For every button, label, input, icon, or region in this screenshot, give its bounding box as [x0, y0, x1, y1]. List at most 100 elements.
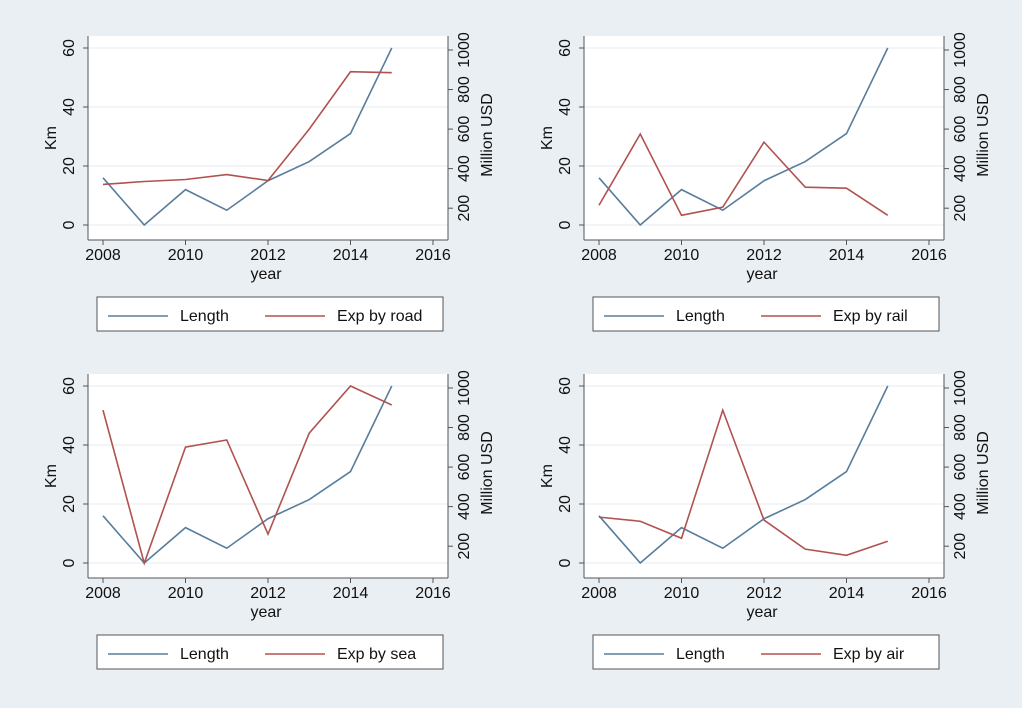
legend: Length Exp by rail: [592, 296, 940, 332]
x-tick-label: 2016: [415, 585, 451, 602]
y2-tick-label: 400: [456, 155, 473, 182]
series-line: [102, 385, 393, 565]
legend: Length Exp by road: [96, 296, 444, 332]
legend-box: [592, 296, 940, 332]
y2-tick-label: 200: [952, 195, 969, 222]
panel: 0 20 40 60 200 400 600 800 1000 2008 2010 2012 2014 2…: [43, 32, 496, 332]
y-tick-label: 40: [61, 98, 78, 116]
y-axis-title: Km: [43, 126, 60, 150]
series-line: [598, 385, 889, 565]
y2-axis-title: Million USD: [975, 431, 992, 515]
series-line: [598, 132, 889, 217]
x-tick-label: 2012: [746, 585, 782, 602]
y-tick-label: 20: [61, 495, 78, 513]
y2-tick-label: 1000: [952, 32, 969, 68]
y-tick-label: 40: [557, 98, 574, 116]
y-tick-label: 0: [61, 558, 78, 567]
x-tick-label: 2012: [250, 247, 286, 264]
x-axis-title: year: [250, 604, 282, 621]
y2-tick-label: 1000: [456, 32, 473, 68]
y2-tick-label: 200: [952, 533, 969, 560]
x-tick-label: 2016: [415, 247, 451, 264]
y2-tick-label: 200: [456, 195, 473, 222]
y-axis-title: Km: [539, 126, 556, 150]
y2-tick-label: 1000: [952, 370, 969, 406]
legend: Length Exp by sea: [96, 634, 444, 670]
panel: 0 20 40 60 200 400 600 800 1000 2008 2010 2012 2014 2…: [43, 370, 496, 670]
x-axis-title: year: [746, 604, 778, 621]
legend-label: Length: [180, 646, 229, 663]
y-tick-label: 20: [61, 157, 78, 175]
series-line: [598, 47, 889, 227]
y2-tick-label: 1000: [456, 370, 473, 406]
x-tick-label: 2008: [581, 247, 617, 264]
legend-label: Exp by rail: [833, 308, 908, 325]
y-tick-label: 20: [557, 157, 574, 175]
series-line: [102, 70, 392, 186]
y-tick-label: 40: [557, 436, 574, 454]
x-tick-label: 2014: [829, 247, 865, 264]
x-tick-label: 2016: [911, 247, 947, 264]
x-axis-title: year: [746, 266, 778, 283]
y2-tick-label: 600: [952, 454, 969, 481]
legend-label: Exp by road: [337, 308, 422, 325]
plot-area: [88, 374, 448, 578]
plot-area: [584, 36, 944, 240]
plot-area: [88, 36, 448, 240]
y2-tick-label: 800: [952, 76, 969, 103]
y2-tick-label: 800: [456, 414, 473, 441]
x-tick-label: 2014: [333, 585, 369, 602]
legend-label: Length: [676, 308, 725, 325]
y2-tick-label: 400: [952, 493, 969, 520]
y2-axis-title: Million USD: [479, 431, 496, 515]
legend-label: Length: [180, 308, 229, 325]
x-tick-label: 2012: [746, 247, 782, 264]
series-line: [102, 47, 393, 227]
y-tick-label: 60: [557, 377, 574, 395]
y-tick-label: 20: [557, 495, 574, 513]
legend-label: Length: [676, 646, 725, 663]
plot-area: [584, 374, 944, 578]
x-tick-label: 2008: [85, 247, 121, 264]
legend: Length Exp by air: [592, 634, 940, 670]
x-tick-label: 2010: [168, 247, 204, 264]
legend-label: Exp by air: [833, 646, 905, 663]
y2-axis-title: Million USD: [479, 93, 496, 177]
x-tick-label: 2014: [333, 247, 369, 264]
y-tick-label: 60: [61, 39, 78, 57]
y2-tick-label: 800: [952, 414, 969, 441]
series-line: [598, 407, 889, 557]
x-tick-label: 2008: [581, 585, 617, 602]
y-tick-label: 0: [557, 558, 574, 567]
y-tick-label: 60: [557, 39, 574, 57]
x-tick-label: 2016: [911, 585, 947, 602]
y-axis-title: Km: [43, 464, 60, 488]
x-tick-label: 2008: [85, 585, 121, 602]
y2-tick-label: 200: [456, 533, 473, 560]
y2-tick-label: 400: [952, 155, 969, 182]
y2-tick-label: 800: [456, 76, 473, 103]
y-axis-title: Km: [539, 464, 556, 488]
x-tick-label: 2010: [664, 585, 700, 602]
y2-axis-title: Million USD: [975, 93, 992, 177]
x-axis-title: year: [250, 266, 282, 283]
series-line: [102, 385, 393, 566]
y-tick-label: 60: [61, 377, 78, 395]
panel: 0 20 40 60 200 400 600 800 1000 2008 2010 2012 2014 2…: [539, 32, 992, 332]
legend-box: [96, 296, 444, 332]
y2-tick-label: 600: [456, 454, 473, 481]
y2-tick-label: 600: [456, 116, 473, 143]
y-tick-label: 0: [61, 220, 78, 229]
x-tick-label: 2010: [168, 585, 204, 602]
y2-tick-label: 600: [952, 116, 969, 143]
x-tick-label: 2010: [664, 247, 700, 264]
panel: 0 20 40 60 200 400 600 800 1000 2008 2010 2012 2014 2…: [539, 370, 992, 670]
y2-tick-label: 400: [456, 493, 473, 520]
x-tick-label: 2012: [250, 585, 286, 602]
x-tick-label: 2014: [829, 585, 865, 602]
legend-box: [592, 634, 940, 670]
legend-box: [96, 634, 444, 670]
y-tick-label: 0: [557, 220, 574, 229]
y-tick-label: 40: [61, 436, 78, 454]
